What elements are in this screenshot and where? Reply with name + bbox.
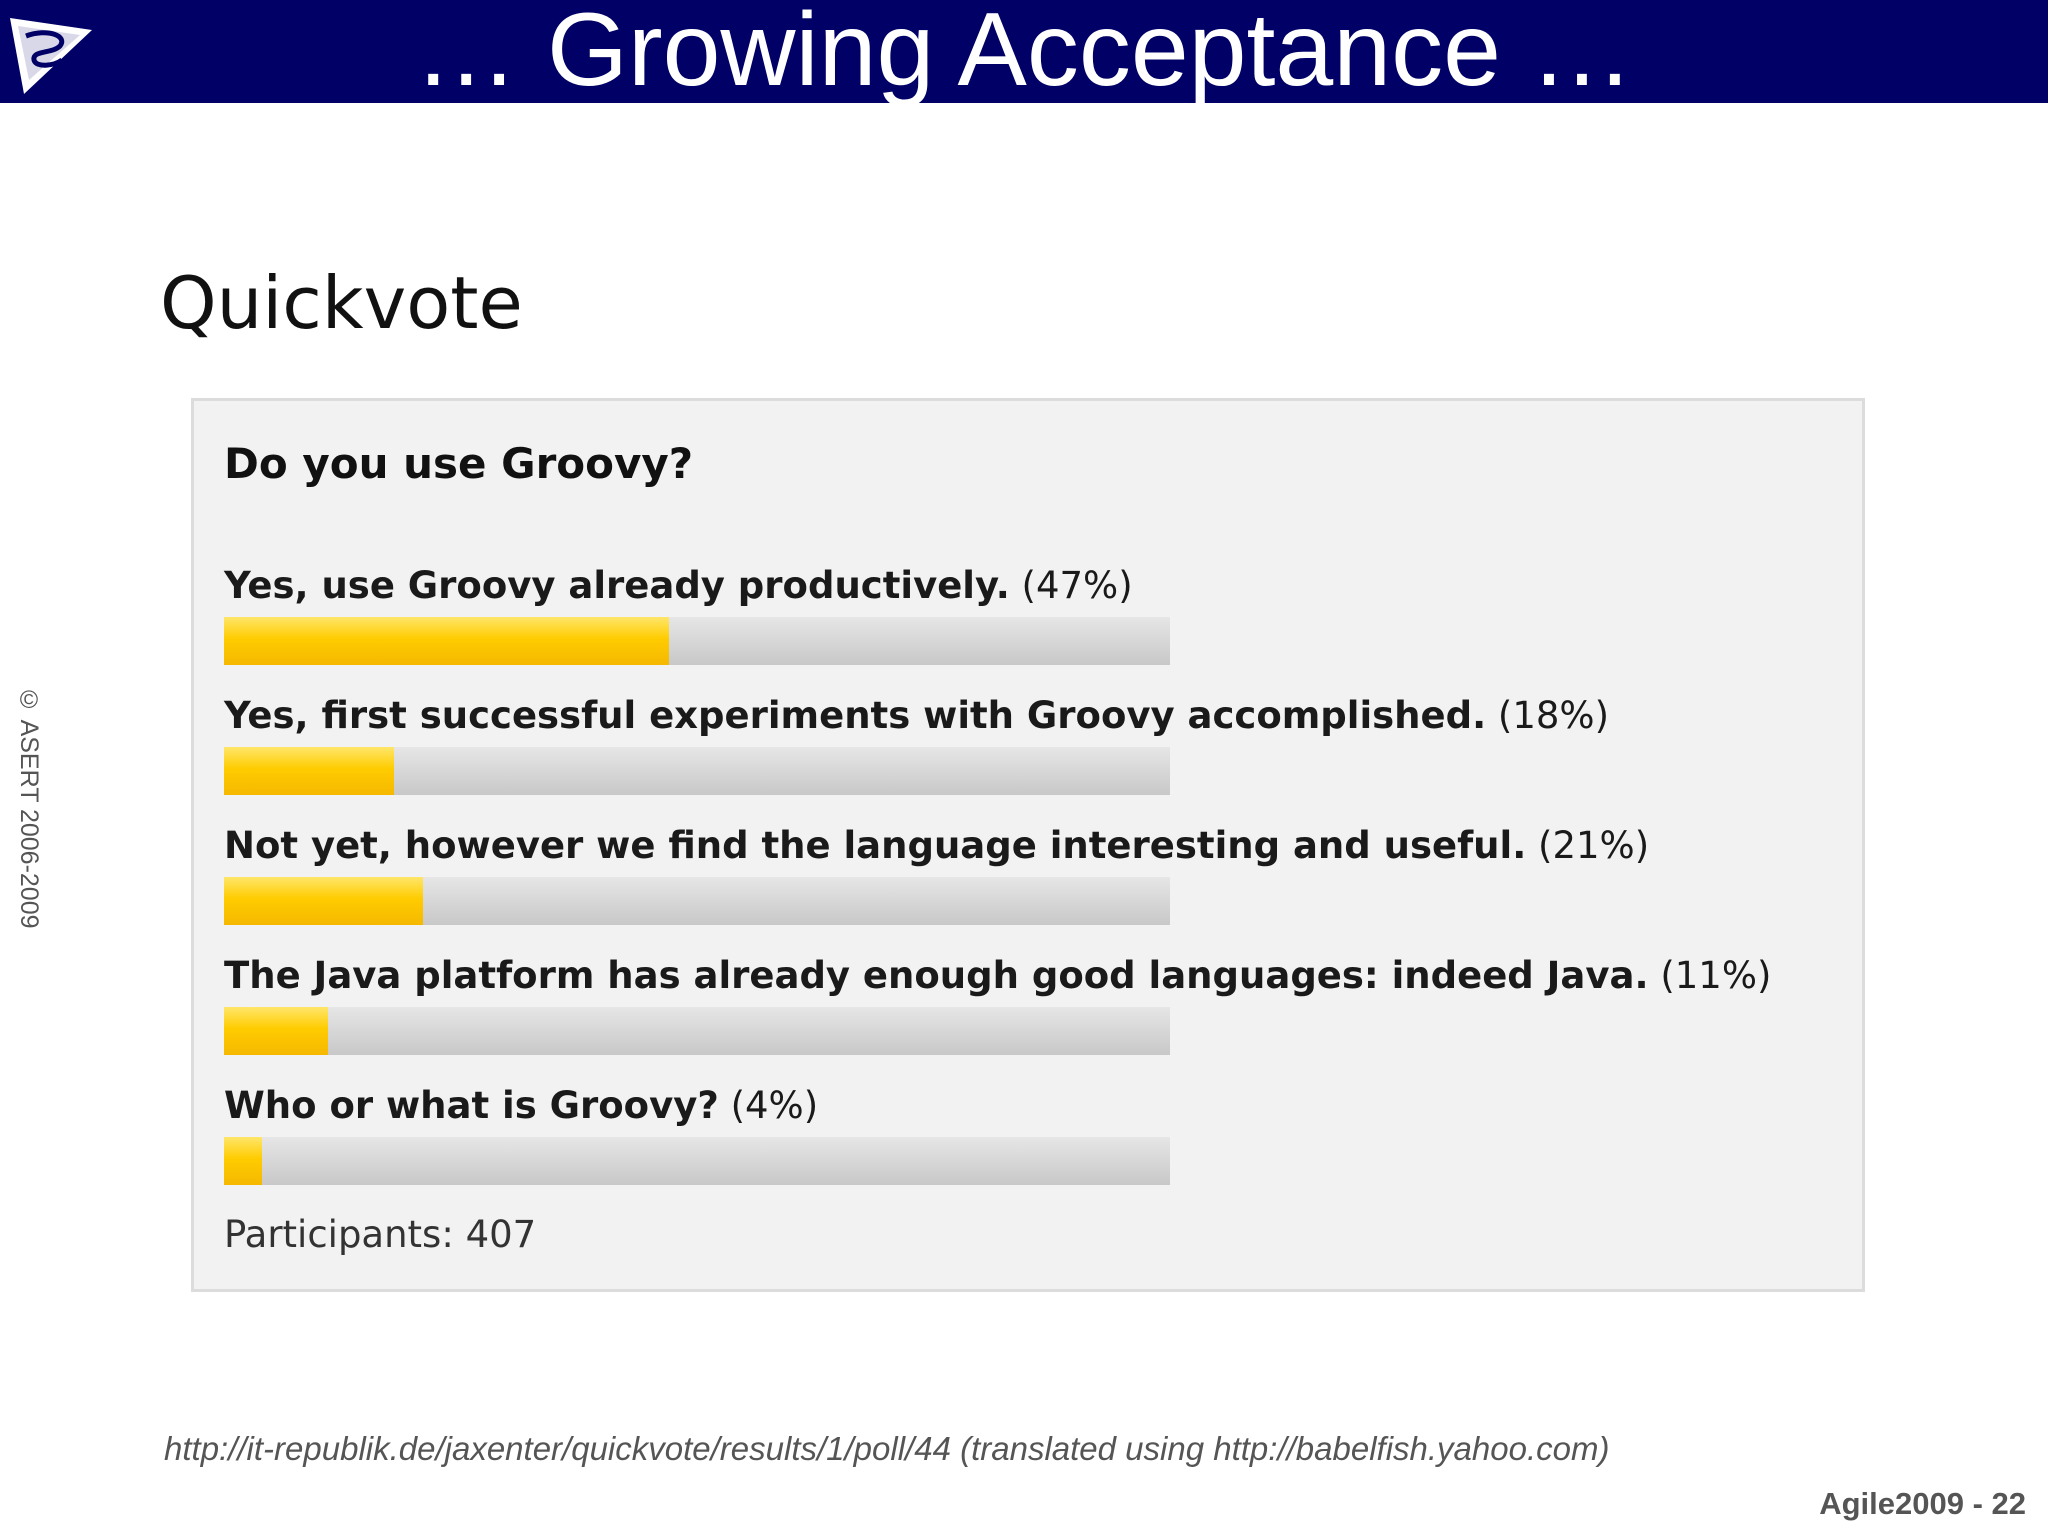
participants-count: Participants: 407 — [224, 1213, 537, 1256]
poll-question: Do you use Groovy? — [224, 439, 694, 488]
option-label: Who or what is Groovy? — [224, 1084, 719, 1127]
option-text: Not yet, however we find the language in… — [224, 821, 1649, 871]
quickvote-heading: Quickvote — [160, 261, 523, 345]
result-bar-fill — [224, 877, 423, 925]
poll-option: Yes, use Groovy already productively. (4… — [224, 561, 1824, 671]
option-percent: (4%) — [730, 1084, 819, 1127]
poll-option: Who or what is Groovy? (4%) — [224, 1081, 1824, 1191]
result-bar-track — [224, 617, 1170, 665]
poll-option: Not yet, however we find the language in… — [224, 821, 1824, 931]
result-bar-fill — [224, 1007, 329, 1055]
option-text: Yes, first successful experiments with G… — [224, 691, 1609, 741]
copyright-notice: © ASERT 2006-2009 — [15, 686, 43, 929]
result-bar-track — [224, 877, 1170, 925]
option-label: Not yet, however we find the language in… — [224, 824, 1527, 867]
option-percent: (21%) — [1538, 824, 1650, 867]
asert-triangle-logo-icon — [4, 8, 96, 100]
poll-panel: Do you use Groovy? Yes, use Groovy alrea… — [191, 398, 1865, 1292]
option-percent: (18%) — [1497, 694, 1610, 737]
slide-title: … Growing Acceptance … — [414, 0, 1634, 108]
option-label: The Java platform has already enough goo… — [224, 954, 1649, 997]
option-label: Yes, first successful experiments with G… — [224, 694, 1487, 737]
poll-option: The Java platform has already enough goo… — [224, 951, 1824, 1061]
option-text: The Java platform has already enough goo… — [224, 951, 1771, 1001]
slide-footer: Agile2009 - 22 — [1819, 1486, 2026, 1521]
poll-option: Yes, first successful experiments with G… — [224, 691, 1824, 801]
option-percent: (47%) — [1021, 564, 1133, 607]
result-bar-fill — [224, 617, 669, 665]
result-bar-track — [224, 1007, 1170, 1055]
option-label: Yes, use Groovy already productively. — [224, 564, 1010, 607]
option-text: Who or what is Groovy? (4%) — [224, 1081, 818, 1131]
result-bar-fill — [224, 1137, 262, 1185]
result-bar-track — [224, 1137, 1170, 1185]
result-bar-track — [224, 747, 1170, 795]
source-citation: http://it-republik.de/jaxenter/quickvote… — [164, 1430, 1610, 1467]
result-bar-fill — [224, 747, 395, 795]
option-text: Yes, use Groovy already productively. (4… — [224, 561, 1133, 611]
slide-header: … Growing Acceptance … — [0, 0, 2048, 108]
option-percent: (11%) — [1660, 954, 1772, 997]
